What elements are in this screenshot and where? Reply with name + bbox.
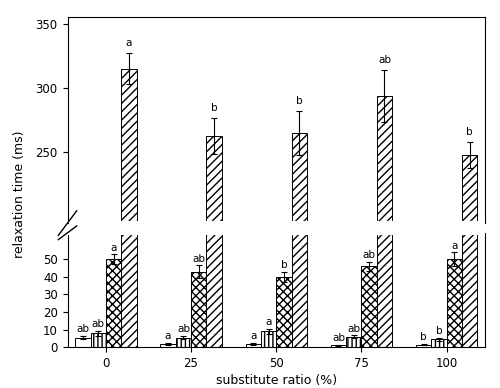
Text: a: a (451, 241, 458, 251)
Bar (90, 333, 106, 347)
Text: a: a (165, 331, 171, 341)
Text: ab: ab (378, 55, 391, 65)
Bar (106, 259, 121, 347)
Bar (292, 133, 307, 388)
Text: b: b (210, 102, 218, 113)
Bar (377, 0, 392, 347)
Bar (432, 340, 446, 347)
Text: b: b (296, 96, 302, 106)
Text: ab: ab (92, 319, 104, 329)
Bar (362, 266, 377, 347)
Bar (292, 0, 307, 347)
Text: ab: ab (177, 324, 190, 334)
Bar (462, 0, 477, 347)
Bar (261, 331, 276, 347)
Text: ab: ab (332, 333, 345, 343)
Text: ab: ab (362, 250, 376, 260)
Text: b: b (466, 127, 473, 137)
Text: ab: ab (192, 254, 205, 264)
Text: relaxation time (ms): relaxation time (ms) (12, 130, 26, 258)
Text: a: a (250, 331, 256, 341)
Bar (191, 272, 206, 347)
Bar (75, 338, 90, 347)
Bar (462, 155, 477, 388)
Bar (160, 344, 176, 347)
Bar (121, 0, 136, 347)
Text: b: b (420, 333, 427, 342)
Bar (121, 69, 136, 388)
Bar (416, 345, 432, 347)
Bar (246, 344, 261, 347)
Text: ab: ab (76, 324, 90, 334)
Text: ab: ab (348, 324, 360, 334)
Bar (206, 136, 222, 388)
Text: a: a (266, 317, 272, 327)
Text: b: b (280, 260, 287, 270)
Bar (346, 337, 362, 347)
X-axis label: substitute ratio (%): substitute ratio (%) (216, 374, 337, 387)
Bar (206, 0, 222, 347)
Text: a: a (110, 242, 116, 253)
Bar (446, 259, 462, 347)
Bar (377, 96, 392, 388)
Bar (176, 338, 191, 347)
Bar (331, 345, 346, 347)
Text: a: a (126, 38, 132, 48)
Bar (276, 277, 291, 347)
Text: b: b (436, 326, 442, 336)
